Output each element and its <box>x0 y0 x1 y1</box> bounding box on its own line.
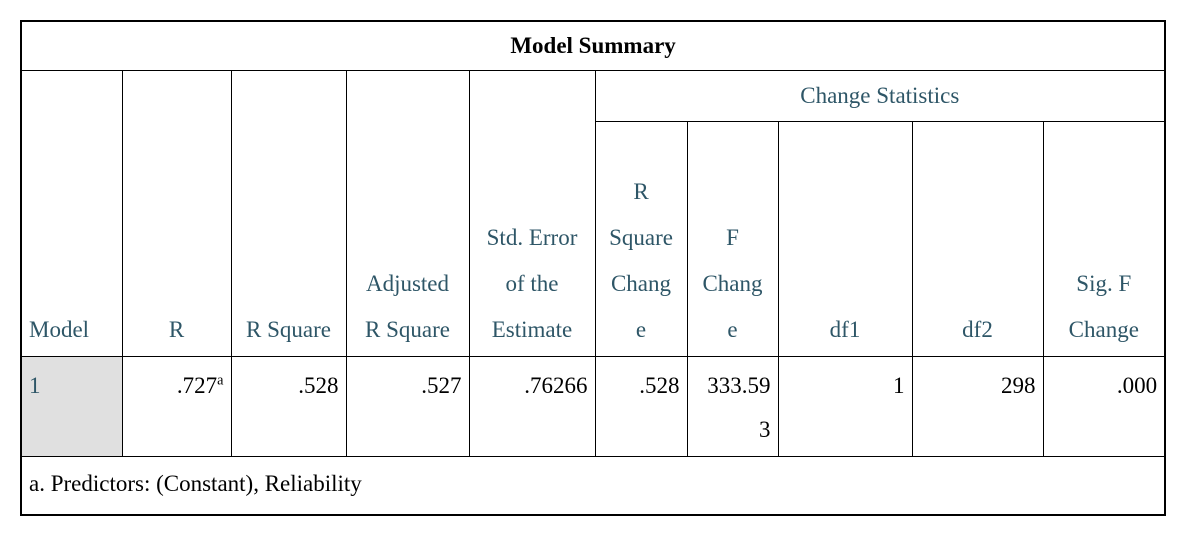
r-value: .727 <box>176 373 218 398</box>
title-row: Model Summary <box>20 20 1166 71</box>
cell-sig-f-change-value: .000 <box>1042 356 1166 457</box>
column-header-adjusted-r-square: Adjusted R Square <box>345 70 470 357</box>
data-row-model-1: 1 .727a .528 .527 .76266 .528 333.593 1 … <box>20 356 1166 457</box>
column-header-df2: df2 <box>911 121 1044 357</box>
cell-r-square-value: .528 <box>230 356 347 457</box>
cell-model-number: 1 <box>20 356 123 457</box>
cell-f-change-value: 333.593 <box>686 356 779 457</box>
header-row-top: Model R R Square Adjusted R Square Std. … <box>20 70 1166 357</box>
cell-std-error-value: .76266 <box>468 356 596 457</box>
cell-df1-value: 1 <box>777 356 913 457</box>
column-header-r-square: R Square <box>230 70 347 357</box>
model-summary-table: Model Summary Model R R Square Adjusted … <box>20 20 1167 516</box>
cell-df2-value: 298 <box>911 356 1044 457</box>
column-header-r: R <box>121 70 232 357</box>
column-header-std-error-of-estimate: Std. Error of the Estimate <box>468 70 596 357</box>
column-header-df1: df1 <box>777 121 913 357</box>
column-header-sig-f-change: Sig. F Change <box>1042 121 1166 357</box>
column-header-model: Model <box>20 70 123 357</box>
column-header-r-square-change: R Square Chang e <box>594 121 688 357</box>
change-statistics-group-header: Change Statistics <box>594 70 1166 122</box>
footnote-marker-a: a <box>217 372 224 389</box>
table-footnote: a. Predictors: (Constant), Reliability <box>20 456 1166 516</box>
footnote-row: a. Predictors: (Constant), Reliability <box>20 456 1166 516</box>
cell-adjusted-r-square-value: .527 <box>345 356 470 457</box>
header-row-sub: R Square Chang e F Chang e df1 df2 Sig. … <box>21 121 1166 357</box>
cell-r-square-change-value: .528 <box>594 356 688 457</box>
column-header-f-change: F Chang e <box>686 121 779 357</box>
table-title: Model Summary <box>20 20 1166 71</box>
cell-r-value: .727a <box>121 356 232 457</box>
